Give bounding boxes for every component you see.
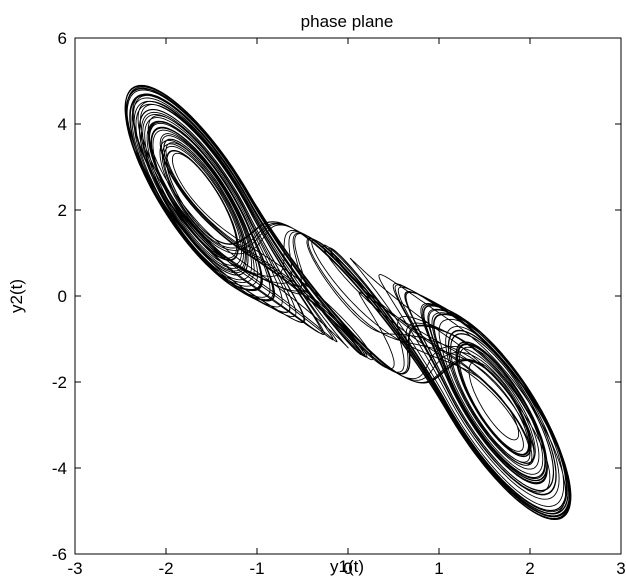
x-tick-label: -3: [67, 559, 82, 576]
y-axis: -6 -4 -2 0 2 4 6: [52, 29, 621, 564]
x-tick-label: 1: [434, 559, 443, 576]
y-axis-label: y2(t): [7, 279, 26, 313]
y-tick-label: -2: [52, 373, 67, 392]
trajectory-line: [124, 84, 572, 521]
y-tick-label: 2: [58, 201, 67, 220]
x-axis: -3 -2 -1 0 1 2 3: [67, 38, 626, 576]
trajectory-curves: [124, 84, 572, 521]
y-tick-label: -4: [52, 459, 67, 478]
chart-title: phase plane: [301, 12, 394, 31]
x-tick-label: -1: [249, 559, 264, 576]
y-tick-label: 0: [58, 287, 67, 306]
x-axis-label: y1(t): [330, 557, 364, 576]
x-tick-label: 2: [525, 559, 534, 576]
x-tick-label: 3: [616, 559, 625, 576]
y-tick-label: 4: [58, 115, 67, 134]
y-tick-label: -6: [52, 545, 67, 564]
x-tick-label: 0: [343, 559, 352, 576]
x-tick-label: -2: [158, 559, 173, 576]
y-tick-label: 6: [58, 29, 67, 48]
